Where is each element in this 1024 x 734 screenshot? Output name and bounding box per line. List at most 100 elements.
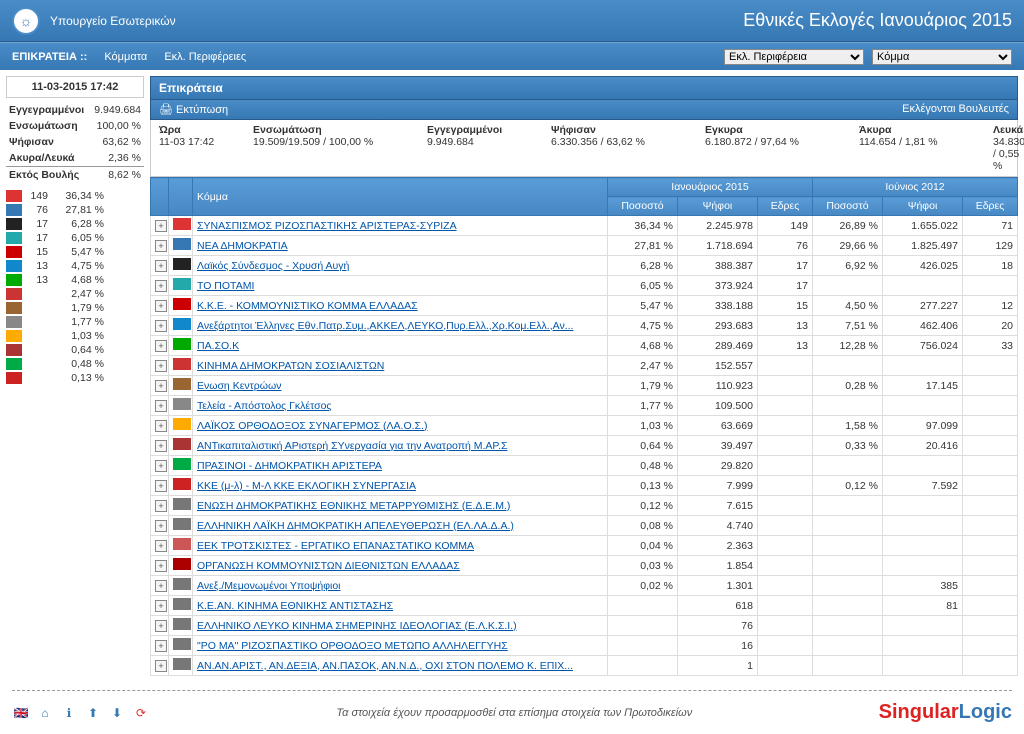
mini-row: 14936,34 % — [6, 189, 144, 203]
party-link[interactable]: ΛΑΪΚΟΣ ΟΡΘΟΔΟΞΟΣ ΣΥΝΑΓΕΡΜΟΣ (ΛΑ.Ο.Σ.) — [193, 416, 608, 436]
expand-button[interactable]: + — [151, 216, 169, 236]
party-link[interactable]: Λαϊκός Σύνδεσμος - Χρυσή Αυγή — [193, 256, 608, 276]
expand-button[interactable]: + — [151, 476, 169, 496]
party-link[interactable]: Ενωση Κεντρώων — [193, 376, 608, 396]
mini-row: 176,28 % — [6, 217, 144, 231]
ministry-label: Υπουργείο Εσωτερικών — [50, 14, 176, 28]
mini-row: 176,05 % — [6, 231, 144, 245]
party-link[interactable]: ΕΝΩΣΗ ΔΗΜΟΚΡΑΤΙΚΗΣ ΕΘΝΙΚΗΣ ΜΕΤΑΡΡΥΘΜΙΣΗΣ… — [193, 496, 608, 516]
table-row: + ΕΕΚ ΤΡΟΤΣΚΙΣΤΕΣ - ΕΡΓΑΤΙΚΟ ΕΠΑΝΑΣΤΑΤΙΚ… — [151, 536, 1018, 556]
summary-row: Ώρα11-03 17:42 Ενσωμάτωση19.509/19.509 /… — [150, 120, 1018, 177]
mini-row: 1,77 % — [6, 315, 144, 329]
table-row: + Κ.Ε.ΑΝ. ΚΙΝΗΜΑ ΕΘΝΙΚΗΣ ΑΝΤΙΣΤΑΣΗΣ 618 … — [151, 596, 1018, 616]
footer-text: Τα στοιχεία έχουν προσαρμοσθεί στα επίση… — [336, 707, 692, 719]
nav-ekl-perif[interactable]: Εκλ. Περιφέρειες — [164, 51, 246, 63]
table-row: + ΚΙΝΗΜΑ ΔΗΜΟΚΡΑΤΩΝ ΣΟΣΙΑΛΙΣΤΩΝ 2,47 %15… — [151, 356, 1018, 376]
party-link[interactable]: Τελεία - Απόστολος Γκλέτσος — [193, 396, 608, 416]
nav-kommata[interactable]: Κόμματα — [104, 51, 147, 63]
party-link[interactable]: ΠΑ.ΣΟ.Κ — [193, 336, 608, 356]
party-link[interactable]: Κ.Κ.Ε. - ΚΟΜΜΟΥΝΙΣΤΙΚΟ ΚΟΜΜΑ ΕΛΛΑΔΑΣ — [193, 296, 608, 316]
mini-row: 0,48 % — [6, 357, 144, 371]
table-row: + ΤΟ ΠΟΤΑΜΙ 6,05 %373.92417 — [151, 276, 1018, 296]
party-link[interactable]: Κ.Ε.ΑΝ. ΚΙΝΗΜΑ ΕΘΝΙΚΗΣ ΑΝΤΙΣΤΑΣΗΣ — [193, 596, 608, 616]
party-link[interactable]: Ανεξ./Μεμονωμένοι Υποψήφιοι — [193, 576, 608, 596]
table-row: + ΠΡΑΣΙΝΟΙ - ΔΗΜΟΚΡΑΤΙΚΗ ΑΡΙΣΤΕΡΑ 0,48 %… — [151, 456, 1018, 476]
party-link[interactable]: ΕΕΚ ΤΡΟΤΣΚΙΣΤΕΣ - ΕΡΓΑΤΙΚΟ ΕΠΑΝΑΣΤΑΤΙΚΟ … — [193, 536, 608, 556]
navbar: ΕΠΙΚΡΑΤΕΙΑ :: Κόμματα Εκλ. Περιφέρειες Ε… — [0, 42, 1024, 70]
mini-row: 0,64 % — [6, 343, 144, 357]
expand-button[interactable]: + — [151, 436, 169, 456]
expand-button[interactable]: + — [151, 376, 169, 396]
eklegontai-label: Εκλέγονται Βουλευτές — [902, 103, 1009, 116]
table-row: + ΕΛΛΗΝΙΚΗ ΛΑΪΚΗ ΔΗΜΟΚΡΑΤΙΚΗ ΑΠΕΛΕΥΘΕΡΩΣ… — [151, 516, 1018, 536]
expand-button[interactable]: + — [151, 316, 169, 336]
mini-row: 2,47 % — [6, 287, 144, 301]
party-link[interactable]: ΣΥΝΑΣΠΙΣΜΟΣ ΡΙΖΟΣΠΑΣΤΙΚΗΣ ΑΡΙΣΤΕΡΑΣ-ΣΥΡΙ… — [193, 216, 608, 236]
expand-button[interactable]: + — [151, 576, 169, 596]
lang-icon[interactable]: 🇬🇧 — [12, 704, 30, 722]
party-link[interactable]: ΑΝ.ΑΝ.ΑΡΙΣΤ., ΑΝ.ΔΕΞΙΑ, ΑΝ.ΠΑΣΟΚ, ΑΝ.Ν.Δ… — [193, 656, 608, 676]
timestamp: 11-03-2015 17:42 — [6, 76, 144, 98]
down-icon[interactable]: ⬇ — [108, 704, 126, 722]
expand-button[interactable]: + — [151, 616, 169, 636]
party-link[interactable]: ΑΝΤικαπιταλιστική ΑΡιστερή ΣΥνεργασία γι… — [193, 436, 608, 456]
expand-button[interactable]: + — [151, 656, 169, 676]
nav-epikrateia[interactable]: ΕΠΙΚΡΑΤΕΙΑ :: — [12, 51, 87, 63]
select-komma[interactable]: Κόμμα — [872, 49, 1012, 65]
panel-title: Επικράτεια — [150, 76, 1018, 100]
expand-button[interactable]: + — [151, 536, 169, 556]
party-link[interactable]: ΤΟ ΠΟΤΑΜΙ — [193, 276, 608, 296]
expand-button[interactable]: + — [151, 416, 169, 436]
expand-button[interactable]: + — [151, 296, 169, 316]
expand-button[interactable]: + — [151, 596, 169, 616]
header: ☼ Υπουργείο Εσωτερικών Εθνικές Εκλογές Ι… — [0, 0, 1024, 42]
party-link[interactable]: ΝΕΑ ΔΗΜΟΚΡΑΤΙΑ — [193, 236, 608, 256]
party-link[interactable]: ΕΛΛΗΝΙΚΗ ΛΑΪΚΗ ΔΗΜΟΚΡΑΤΙΚΗ ΑΠΕΛΕΥΘΕΡΩΣΗ … — [193, 516, 608, 536]
party-link[interactable]: "ΡΟ ΜΑ" ΡΙΖΟΣΠΑΣΤΙΚΟ ΟΡΘΟΔΟΞΟ ΜΕΤΩΠΟ ΑΛΛ… — [193, 636, 608, 656]
results-table: Κόμμα Ιανουάριος 2015 Ιούνιος 2012 Ποσοσ… — [150, 177, 1018, 676]
expand-button[interactable]: + — [151, 496, 169, 516]
page-title: Εθνικές Εκλογές Ιανουάριος 2015 — [743, 10, 1012, 31]
select-perifereia[interactable]: Εκλ. Περιφέρεια — [724, 49, 864, 65]
info-icon[interactable]: ℹ — [60, 704, 78, 722]
refresh-icon[interactable]: ⟳ — [132, 704, 150, 722]
party-link[interactable]: ΟΡΓΑΝΩΣΗ ΚΟΜΜΟΥΝΙΣΤΩΝ ΔΙΕΘΝΙΣΤΩΝ ΕΛΛΑΔΑΣ — [193, 556, 608, 576]
expand-button[interactable]: + — [151, 336, 169, 356]
col-period2: Ιούνιος 2012 — [812, 178, 1017, 197]
table-row: + ΛΑΪΚΟΣ ΟΡΘΟΔΟΞΟΣ ΣΥΝΑΓΕΡΜΟΣ (ΛΑ.Ο.Σ.) … — [151, 416, 1018, 436]
table-row: + Κ.Κ.Ε. - ΚΟΜΜΟΥΝΙΣΤΙΚΟ ΚΟΜΜΑ ΕΛΛΑΔΑΣ 5… — [151, 296, 1018, 316]
expand-button[interactable]: + — [151, 556, 169, 576]
party-link[interactable]: ΠΡΑΣΙΝΟΙ - ΔΗΜΟΚΡΑΤΙΚΗ ΑΡΙΣΤΕΡΑ — [193, 456, 608, 476]
table-row: + Λαϊκός Σύνδεσμος - Χρυσή Αυγή 6,28 %38… — [151, 256, 1018, 276]
expand-button[interactable]: + — [151, 456, 169, 476]
table-row: + Ενωση Κεντρώων 1,79 %110.923 0,28 %17.… — [151, 376, 1018, 396]
table-row: + ΕΝΩΣΗ ΔΗΜΟΚΡΑΤΙΚΗΣ ΕΘΝΙΚΗΣ ΜΕΤΑΡΡΥΘΜΙΣ… — [151, 496, 1018, 516]
expand-button[interactable]: + — [151, 236, 169, 256]
footer-logo: SingularLogic — [879, 701, 1012, 724]
expand-button[interactable]: + — [151, 356, 169, 376]
expand-button[interactable]: + — [151, 256, 169, 276]
table-row: + ΕΛΛΗΝΙΚΟ ΛΕΥΚΟ ΚΙΝΗΜΑ ΣΗΜΕΡΙΝΗΣ ΙΔΕΟΛΟ… — [151, 616, 1018, 636]
mini-row: 134,68 % — [6, 273, 144, 287]
expand-button[interactable]: + — [151, 396, 169, 416]
up-icon[interactable]: ⬆ — [84, 704, 102, 722]
home-icon[interactable]: ⌂ — [36, 704, 54, 722]
mini-row: 1,79 % — [6, 301, 144, 315]
stats-table: Εγγεγραμμένοι9.949.684Ενσωμάτωση100,00 %… — [6, 102, 144, 183]
mini-row: 134,75 % — [6, 259, 144, 273]
table-row: + ΑΝ.ΑΝ.ΑΡΙΣΤ., ΑΝ.ΔΕΞΙΑ, ΑΝ.ΠΑΣΟΚ, ΑΝ.Ν… — [151, 656, 1018, 676]
expand-button[interactable]: + — [151, 276, 169, 296]
sidebar: 11-03-2015 17:42 Εγγεγραμμένοι9.949.684Ε… — [6, 76, 144, 676]
print-button[interactable]: 🖨 Εκτύπωση — [159, 103, 228, 116]
expand-button[interactable]: + — [151, 636, 169, 656]
table-row: + Τελεία - Απόστολος Γκλέτσος 1,77 %109.… — [151, 396, 1018, 416]
table-row: + ΣΥΝΑΣΠΙΣΜΟΣ ΡΙΖΟΣΠΑΣΤΙΚΗΣ ΑΡΙΣΤΕΡΑΣ-ΣΥ… — [151, 216, 1018, 236]
footer: 🇬🇧 ⌂ ℹ ⬆ ⬇ ⟳ Τα στοιχεία έχουν προσαρμοσ… — [12, 690, 1012, 734]
party-link[interactable]: Ανεξάρτητοι Έλληνες Εθν.Πατρ.Συμ.,ΑΚΚΕΛ,… — [193, 316, 608, 336]
table-row: + Ανεξάρτητοι Έλληνες Εθν.Πατρ.Συμ.,ΑΚΚΕ… — [151, 316, 1018, 336]
party-link[interactable]: ΚΙΝΗΜΑ ΔΗΜΟΚΡΑΤΩΝ ΣΟΣΙΑΛΙΣΤΩΝ — [193, 356, 608, 376]
party-link[interactable]: ΕΛΛΗΝΙΚΟ ΛΕΥΚΟ ΚΙΝΗΜΑ ΣΗΜΕΡΙΝΗΣ ΙΔΕΟΛΟΓΙ… — [193, 616, 608, 636]
expand-button[interactable]: + — [151, 516, 169, 536]
party-link[interactable]: ΚΚΕ (μ-λ) - Μ-Λ ΚΚΕ ΕΚΛΟΓΙΚΗ ΣΥΝΕΡΓΑΣΙΑ — [193, 476, 608, 496]
col-komma[interactable]: Κόμμα — [193, 178, 608, 216]
